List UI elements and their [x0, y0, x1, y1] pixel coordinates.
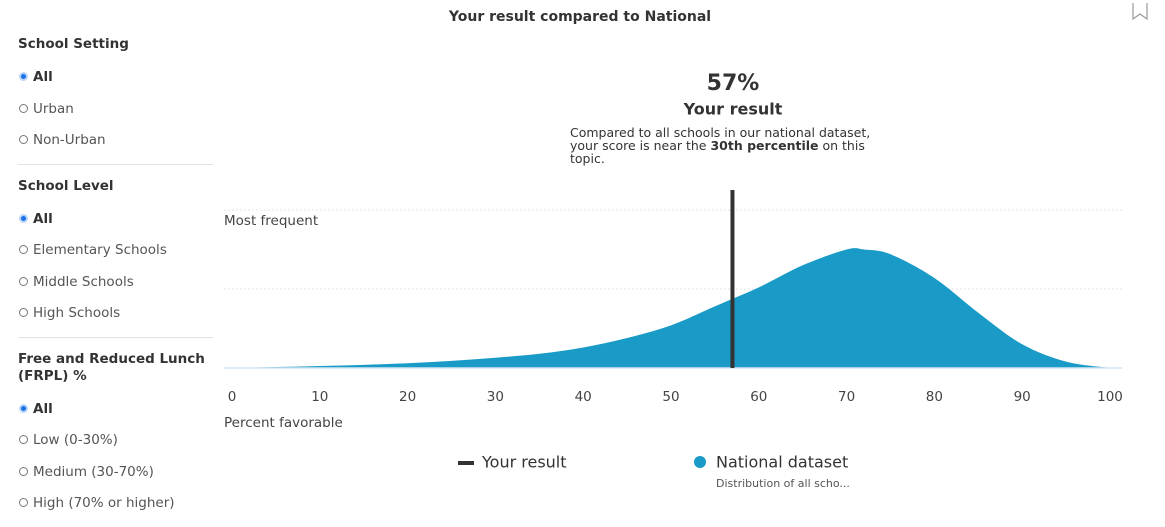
radio-button[interactable] — [19, 135, 28, 144]
radio-label: Medium (30-70%) — [33, 463, 154, 480]
x-tick-label: 30 — [487, 389, 504, 405]
radio-option[interactable]: Non-Urban — [18, 132, 213, 164]
filter-title: School Level — [18, 177, 114, 194]
radio-label: Non-Urban — [33, 132, 106, 148]
radio-button[interactable] — [19, 435, 28, 444]
radio-label: High (70% or higher) — [33, 495, 175, 511]
radio-button[interactable] — [19, 498, 28, 507]
radio-label: Middle Schools — [33, 273, 134, 290]
radio-button[interactable] — [19, 72, 28, 81]
separator — [18, 163, 213, 165]
radio-option[interactable]: Medium (30-70%) — [18, 464, 213, 496]
radio-button[interactable] — [19, 403, 28, 413]
radio-option[interactable]: Low (0-30%) — [18, 432, 213, 464]
legend-swatch — [458, 461, 474, 465]
radio-option[interactable]: High (70% or higher) — [18, 495, 213, 527]
separator — [18, 336, 213, 338]
chart-title: Your result compared to National — [448, 9, 711, 25]
radio-button[interactable] — [19, 213, 28, 223]
radio-button[interactable] — [19, 308, 28, 317]
radio-option[interactable]: Elementary Schools — [18, 242, 213, 274]
x-tick-label: 100 — [1097, 389, 1123, 405]
result-note: Compared to all schools in our national … — [570, 126, 900, 165]
radio-button[interactable] — [19, 276, 28, 286]
radio-label: Urban — [33, 100, 74, 117]
note-text: on this topic. — [570, 138, 865, 166]
note-text: 30th percentile — [710, 138, 819, 153]
density-area — [232, 248, 1110, 368]
radio-label: Elementary Schools — [33, 242, 167, 258]
x-tick-label: 80 — [926, 389, 943, 405]
x-tick-label: 60 — [750, 389, 767, 405]
radio-label: High Schools — [33, 305, 121, 321]
radio-option[interactable]: All — [18, 401, 213, 433]
radio-option[interactable]: High Schools — [18, 305, 213, 337]
x-tick-label: 90 — [1014, 389, 1031, 405]
x-tick-label: 20 — [399, 389, 416, 405]
bookmark-icon[interactable] — [1132, 3, 1148, 21]
legend-note: Distribution of all scho... — [716, 477, 850, 490]
y-tick-label: Most frequent — [224, 213, 318, 229]
radio-button[interactable] — [19, 103, 28, 113]
radio-button[interactable] — [19, 245, 28, 254]
x-axis-label: Percent favorable — [224, 415, 343, 431]
filter-title: Free and Reduced Lunch (FRPL) % — [18, 350, 205, 384]
result-value-label: 57% — [707, 71, 760, 96]
filter-title: School Setting — [18, 36, 129, 52]
radio-label: All — [33, 400, 53, 417]
x-tick-label: 0 — [228, 389, 237, 405]
result-heading: Your result — [683, 100, 783, 119]
radio-label: Low (0-30%) — [33, 432, 118, 448]
legend-label: Your result — [481, 453, 567, 472]
legend-label: National dataset — [716, 453, 848, 472]
note-text: Compared to all schools in our national … — [570, 125, 871, 153]
x-tick-label: 10 — [311, 389, 328, 405]
radio-label: All — [33, 69, 53, 85]
radio-option[interactable]: Middle Schools — [18, 274, 213, 306]
radio-option[interactable]: All — [18, 69, 213, 101]
result-line — [730, 190, 735, 368]
radio-button[interactable] — [19, 466, 28, 476]
radio-option[interactable]: All — [18, 211, 213, 243]
x-tick-label: 70 — [838, 389, 855, 405]
radio-label: All — [33, 210, 53, 227]
legend-swatch — [694, 456, 706, 468]
x-tick-label: 50 — [662, 389, 679, 405]
sidebar: School Setting All Urban Non-Urban School Le… — [18, 36, 213, 527]
radio-option[interactable]: Urban — [18, 101, 213, 133]
x-tick-label: 40 — [575, 389, 592, 405]
